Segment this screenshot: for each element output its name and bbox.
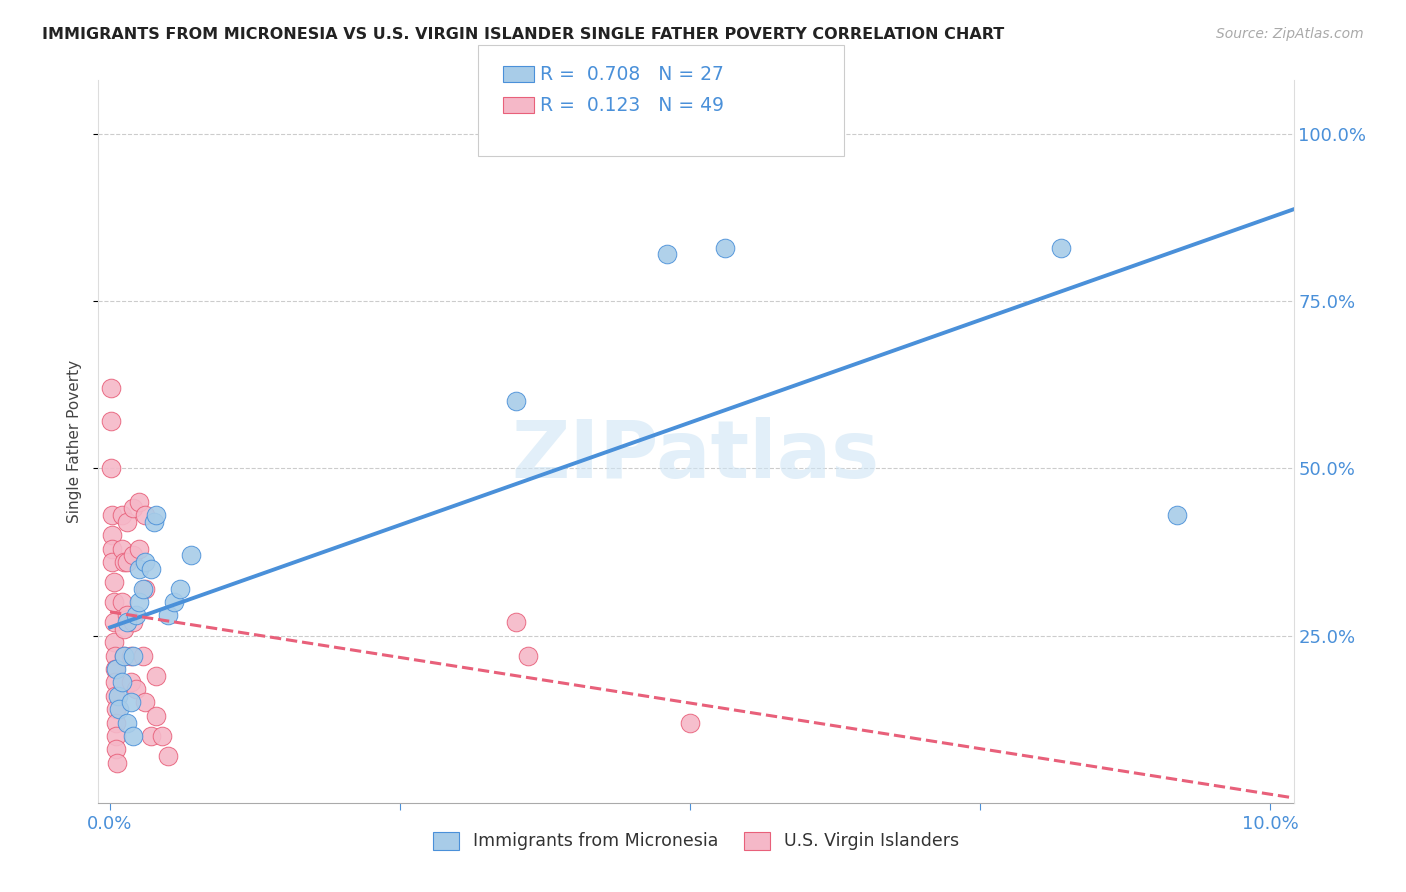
- Point: [157, 608, 180, 623]
- Point: [111, 508, 134, 523]
- Text: IMMIGRANTS FROM MICRONESIA VS U.S. VIRGIN ISLANDER SINGLE FATHER POVERTY CORRELA: IMMIGRANTS FROM MICRONESIA VS U.S. VIRGI…: [42, 27, 1004, 42]
- Text: R =  0.123   N = 49: R = 0.123 N = 49: [540, 95, 724, 115]
- Point: [111, 675, 134, 690]
- Point: [103, 635, 125, 649]
- Point: [131, 582, 153, 596]
- Point: [104, 715, 127, 730]
- Point: [120, 648, 142, 663]
- Point: [131, 648, 153, 663]
- Point: [104, 689, 127, 703]
- Point: [128, 595, 150, 609]
- Point: [516, 648, 538, 663]
- Point: [100, 461, 122, 475]
- Point: [112, 648, 135, 663]
- Point: [655, 247, 678, 261]
- Point: [120, 675, 142, 690]
- Point: [134, 555, 156, 569]
- Point: [104, 662, 127, 676]
- Point: [122, 501, 145, 516]
- Point: [107, 689, 129, 703]
- Point: [134, 582, 156, 596]
- Point: [103, 595, 125, 609]
- Point: [134, 508, 156, 523]
- Point: [145, 508, 167, 523]
- Point: [112, 622, 135, 636]
- Point: [1166, 508, 1188, 523]
- Text: ZIPatlas: ZIPatlas: [512, 417, 880, 495]
- Point: [145, 669, 167, 683]
- Point: [112, 648, 135, 663]
- Text: Source: ZipAtlas.com: Source: ZipAtlas.com: [1216, 27, 1364, 41]
- Text: R =  0.708   N = 27: R = 0.708 N = 27: [540, 64, 724, 84]
- Point: [104, 742, 127, 756]
- Y-axis label: Single Father Poverty: Single Father Poverty: [67, 360, 83, 523]
- Point: [101, 508, 124, 523]
- Point: [111, 541, 134, 556]
- Point: [104, 729, 127, 743]
- Point: [120, 696, 142, 710]
- Point: [1050, 241, 1073, 255]
- Point: [180, 548, 202, 563]
- Point: [104, 702, 127, 716]
- Point: [103, 615, 125, 630]
- Point: [124, 608, 146, 623]
- Point: [117, 715, 139, 730]
- Point: [505, 394, 527, 409]
- Point: [111, 595, 134, 609]
- Point: [103, 575, 125, 590]
- Point: [143, 515, 166, 529]
- Point: [122, 615, 145, 630]
- Point: [104, 675, 127, 690]
- Point: [714, 241, 737, 255]
- Point: [122, 548, 145, 563]
- Point: [124, 681, 146, 696]
- Legend: Immigrants from Micronesia, U.S. Virgin Islanders: Immigrants from Micronesia, U.S. Virgin …: [425, 823, 967, 859]
- Point: [104, 662, 127, 676]
- Point: [108, 702, 131, 716]
- Point: [134, 696, 156, 710]
- Point: [117, 615, 139, 630]
- Point: [139, 562, 162, 576]
- Point: [100, 381, 122, 395]
- Point: [100, 414, 122, 429]
- Point: [128, 562, 150, 576]
- Point: [128, 494, 150, 508]
- Point: [101, 528, 124, 542]
- Point: [104, 648, 127, 663]
- Point: [112, 555, 135, 569]
- Point: [128, 541, 150, 556]
- Point: [169, 582, 191, 596]
- Point: [150, 729, 173, 743]
- Point: [122, 648, 145, 663]
- Point: [679, 715, 702, 730]
- Point: [122, 729, 145, 743]
- Point: [117, 555, 139, 569]
- Point: [117, 608, 139, 623]
- Point: [117, 515, 139, 529]
- Point: [163, 595, 186, 609]
- Point: [157, 749, 180, 764]
- Point: [101, 555, 124, 569]
- Point: [101, 541, 124, 556]
- Point: [139, 729, 162, 743]
- Point: [145, 708, 167, 723]
- Point: [105, 756, 128, 770]
- Point: [505, 615, 527, 630]
